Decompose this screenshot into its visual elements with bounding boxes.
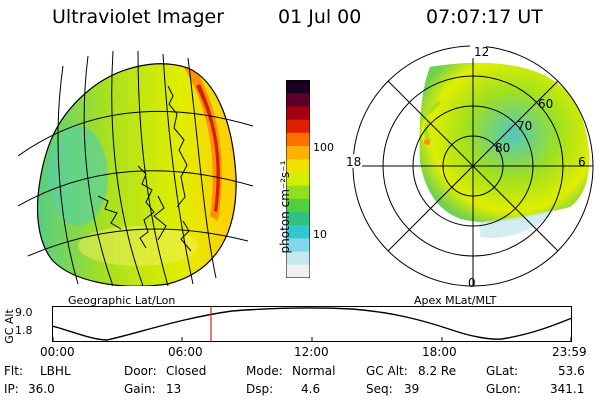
timeline-xtick-2359: 23:59 <box>552 345 587 359</box>
colorbar-stripe <box>286 212 310 226</box>
polar-plot: 12 18 6 0 60 70 80 <box>344 44 594 290</box>
timeline-ytick-9: 9.0 <box>15 306 33 319</box>
observation-time: 07:07:17 UT <box>426 6 543 28</box>
seq-label: Seq: <box>366 382 393 396</box>
door-label: Door: <box>124 364 157 378</box>
colorbar-stripe <box>286 264 310 278</box>
mlt-label-18: 18 <box>346 155 361 169</box>
glon-value: 341.1 <box>550 382 585 396</box>
colorbar-stripe <box>286 198 310 213</box>
colorbar-stripe <box>286 93 310 107</box>
seq-value: 39 <box>404 382 420 396</box>
lat-label-60: 60 <box>538 97 553 111</box>
colorbar-stripe <box>286 119 310 134</box>
mode-label: Mode: <box>246 364 283 378</box>
mlt-label-0: 0 <box>468 276 476 290</box>
timeline-xtick-1800: 18:00 <box>422 345 457 359</box>
glat-label: GLat: <box>486 364 519 378</box>
colorbar-tick-100: 100 <box>313 141 334 154</box>
gain-value: 13 <box>166 382 182 396</box>
colorbar-stripe <box>286 185 310 200</box>
colorbar-stripe <box>286 238 310 253</box>
colorbar-stripe <box>286 146 310 160</box>
colorbar-stripe <box>286 80 310 94</box>
glon-label: GLon: <box>486 382 521 396</box>
door-value: Closed <box>166 364 207 378</box>
geographic-caption: Geographic Lat/Lon <box>68 294 176 307</box>
timeline-axis-title: GC Alt <box>2 309 16 344</box>
glat-value: 53.6 <box>558 364 585 378</box>
mlt-label-6: 6 <box>578 155 586 169</box>
colorbar <box>286 80 310 278</box>
timeline-ytick-1.8: 1.8 <box>15 324 33 337</box>
geographic-image <box>18 50 254 286</box>
colorbar-stripe <box>286 159 310 173</box>
mode-value: Normal <box>292 364 336 378</box>
filter-value: LBHL <box>40 364 71 378</box>
colorbar-stripe <box>286 132 310 147</box>
dsp-label: Dsp: <box>246 382 274 396</box>
gain-label: Gain: <box>124 382 156 396</box>
gcalt-value: 8.2 Re <box>418 364 457 378</box>
timeline-xtick-0000: 00:00 <box>40 345 75 359</box>
gcalt-label: GC Alt: <box>366 364 408 378</box>
colorbar-stripe <box>286 172 310 187</box>
observation-date: 01 Jul 00 <box>278 6 362 28</box>
instrument-title: Ultraviolet Imager <box>52 6 225 28</box>
colorbar-unit-label: photon cm⁻²s⁻¹ <box>278 160 292 254</box>
timeline-xtick-1200: 12:00 <box>294 345 329 359</box>
colorbar-stripe <box>286 106 310 121</box>
apex-caption: Apex MLat/MLT <box>414 294 497 307</box>
mlt-label-12: 12 <box>474 45 489 59</box>
timeline-xtick-0600: 06:00 <box>168 345 203 359</box>
lat-label-70: 70 <box>517 119 532 133</box>
ip-label: IP: <box>4 382 19 396</box>
altitude-timeline <box>52 306 572 342</box>
dsp-value: 4.6 <box>301 382 321 396</box>
filter-label: Flt: <box>4 364 23 378</box>
ip-value: 36.0 <box>28 382 55 396</box>
colorbar-stripe <box>286 225 310 239</box>
colorbar-tick-10: 10 <box>313 228 327 241</box>
lat-label-80: 80 <box>495 141 510 155</box>
colorbar-stripe <box>286 251 310 266</box>
